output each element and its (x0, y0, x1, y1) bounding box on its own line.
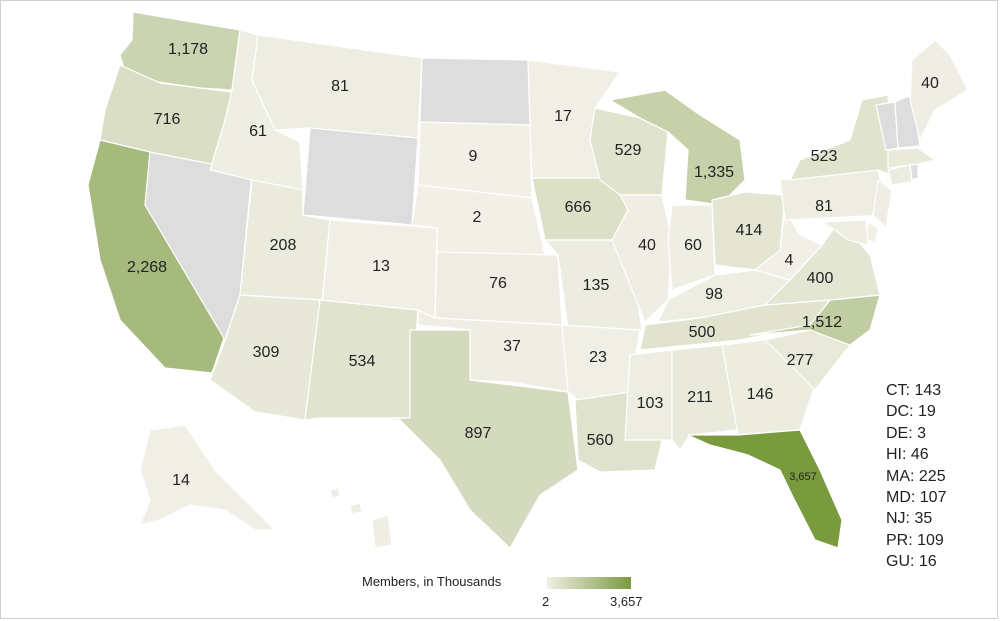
state-value-label-KY: 98 (705, 286, 723, 303)
territory-value: DE: 3 (886, 424, 927, 442)
state-value-label-NM: 534 (349, 353, 376, 370)
state-AK[interactable] (139, 424, 276, 531)
state-value-label-MS: 103 (637, 395, 664, 412)
state-value-label-AZ: 309 (253, 344, 280, 361)
state-value-label-UT: 208 (270, 237, 297, 254)
state-ME[interactable] (909, 39, 969, 141)
state-value-label-MN: 17 (554, 108, 572, 125)
territory-value-list: CT: 143 DC: 19 DE: 3 HI: 46 MA: 225 MD: … (886, 380, 946, 573)
state-value-label-GA: 146 (747, 386, 774, 403)
state-IL[interactable] (611, 194, 673, 323)
state-value-label-CO: 13 (372, 258, 390, 275)
color-legend: Members, in Thousands 2 3,657 (362, 574, 662, 614)
state-value-label-LA: 560 (587, 432, 614, 449)
territory-value: NJ: 35 (886, 510, 933, 528)
state-MD[interactable] (821, 219, 869, 246)
state-value-label-NC: 1,512 (802, 314, 842, 331)
state-value-label-WI: 529 (615, 142, 642, 159)
state-value-label-TN: 500 (689, 324, 716, 341)
state-value-label-AR: 23 (589, 349, 607, 366)
state-value-label-AL: 211 (687, 389, 713, 406)
state-RI[interactable] (909, 163, 919, 181)
state-TX[interactable] (349, 329, 579, 549)
territory-value: HI: 46 (886, 446, 929, 464)
state-value-label-MO: 135 (583, 277, 610, 294)
state-value-label-SC: 277 (787, 352, 814, 369)
state-value-label-VA: 400 (807, 270, 834, 287)
state-OK[interactable] (417, 309, 569, 393)
state-value-labels: 1,178 716 2,268 61 81 208 309 13 534 9 2 76 37 897 17 6… (127, 41, 939, 489)
state-value-label-CA: 2,268 (127, 259, 167, 276)
state-GA[interactable] (721, 339, 816, 436)
state-WV[interactable] (754, 209, 823, 281)
territory-value: MA: 225 (886, 467, 946, 485)
state-value-label-SD: 9 (469, 148, 478, 165)
state-WY[interactable] (302, 127, 419, 226)
territory-value: GU: 16 (886, 553, 937, 571)
legend-title: Members, in Thousands (362, 574, 502, 589)
state-value-label-WA: 1,178 (168, 41, 208, 58)
state-IN[interactable] (667, 204, 716, 291)
state-value-label-NE: 2 (473, 209, 482, 226)
state-value-label-ME: 40 (921, 75, 939, 92)
state-NM[interactable] (304, 299, 419, 421)
state-MA[interactable] (887, 147, 936, 169)
state-value-label-MI: 1,335 (694, 164, 734, 181)
state-value-label-ID: 61 (249, 123, 267, 140)
state-value-label-OH: 414 (736, 222, 763, 239)
state-HI[interactable] (329, 487, 341, 499)
state-value-label-IA: 666 (565, 199, 592, 216)
state-value-label-KS: 76 (489, 275, 507, 292)
state-value-label-NY: 523 (811, 148, 838, 165)
state-value-label-TX: 897 (465, 425, 492, 442)
state-HI-island-2[interactable] (349, 502, 363, 515)
state-NC[interactable] (749, 294, 881, 346)
state-value-label-IL: 40 (638, 237, 656, 254)
state-value-label-FL: 3,657 (789, 471, 817, 483)
state-value-label-AK: 14 (172, 472, 190, 489)
state-NJ[interactable] (872, 179, 893, 229)
state-value-label-OR: 716 (154, 111, 181, 128)
state-value-label-IN: 60 (684, 237, 702, 254)
legend-gradient-bar (547, 577, 631, 589)
state-ND[interactable] (419, 57, 531, 126)
state-value-label-PA: 81 (815, 198, 833, 215)
legend-max-label: 3,657 (610, 594, 643, 609)
state-shapes (87, 11, 969, 549)
state-MS[interactable] (624, 349, 673, 441)
state-CT[interactable] (887, 164, 913, 186)
state-HI-island-3[interactable] (371, 514, 393, 549)
state-NY[interactable] (789, 94, 893, 181)
territory-value: DC: 19 (886, 403, 936, 421)
state-FL[interactable] (687, 429, 843, 549)
state-value-label-OK: 37 (503, 338, 521, 355)
legend-min-label: 2 (542, 594, 550, 609)
state-value-label-WV: 4 (785, 252, 794, 269)
territory-value: CT: 143 (886, 382, 942, 399)
territory-value: PR: 109 (886, 531, 944, 549)
territory-value: MD: 107 (886, 489, 947, 507)
state-value-label-MT: 81 (331, 78, 349, 95)
